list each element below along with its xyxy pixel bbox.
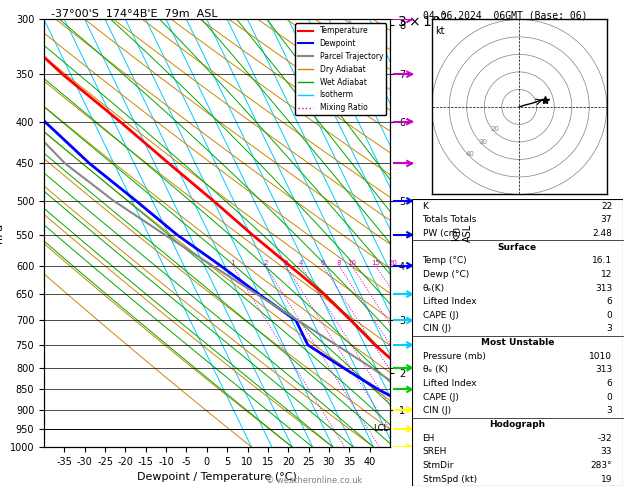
Text: 313: 313: [595, 365, 612, 374]
Text: 2: 2: [264, 260, 268, 266]
Text: 10: 10: [347, 260, 356, 266]
Text: 0: 0: [606, 393, 612, 402]
Text: CIN (J): CIN (J): [423, 406, 450, 416]
Text: PW (cm): PW (cm): [423, 229, 460, 238]
Text: Surface: Surface: [498, 243, 537, 252]
Text: -37°00'S  174°4B'E  79m  ASL: -37°00'S 174°4B'E 79m ASL: [44, 9, 218, 18]
Text: 12: 12: [601, 270, 612, 279]
Legend: Temperature, Dewpoint, Parcel Trajectory, Dry Adiabat, Wet Adiabat, Isotherm, Mi: Temperature, Dewpoint, Parcel Trajectory…: [295, 23, 386, 115]
Text: K: K: [423, 202, 428, 210]
Text: © weatheronline.co.uk: © weatheronline.co.uk: [266, 476, 363, 485]
Text: 3: 3: [284, 260, 288, 266]
Text: kt: kt: [435, 26, 445, 36]
Text: 6: 6: [606, 379, 612, 388]
Text: Pressure (mb): Pressure (mb): [423, 352, 486, 361]
X-axis label: Dewpoint / Temperature (°C): Dewpoint / Temperature (°C): [137, 472, 297, 483]
Text: -32: -32: [598, 434, 612, 443]
Text: 3: 3: [606, 406, 612, 416]
Text: EH: EH: [423, 434, 435, 443]
Text: θₑ (K): θₑ (K): [423, 365, 447, 374]
Text: Dewp (°C): Dewp (°C): [423, 270, 469, 279]
Text: 33: 33: [601, 448, 612, 456]
Text: 37: 37: [601, 215, 612, 224]
Text: Most Unstable: Most Unstable: [481, 338, 554, 347]
Text: 15: 15: [371, 260, 380, 266]
Text: 20: 20: [491, 126, 499, 132]
Text: StmSpd (kt): StmSpd (kt): [423, 475, 477, 484]
Text: 22: 22: [601, 202, 612, 210]
Text: StmDir: StmDir: [423, 461, 454, 470]
Text: 0: 0: [606, 311, 612, 320]
Text: 30: 30: [478, 139, 487, 145]
Text: SREH: SREH: [423, 448, 447, 456]
Text: Temp (°C): Temp (°C): [423, 256, 467, 265]
Text: 1: 1: [230, 260, 235, 266]
Text: 283°: 283°: [591, 461, 612, 470]
Text: θₑ(K): θₑ(K): [423, 283, 445, 293]
Text: 8: 8: [337, 260, 341, 266]
Text: Lifted Index: Lifted Index: [423, 297, 476, 306]
Text: CAPE (J): CAPE (J): [423, 311, 459, 320]
Text: 16.1: 16.1: [592, 256, 612, 265]
Text: 04.06.2024  06GMT (Base: 06): 04.06.2024 06GMT (Base: 06): [423, 11, 587, 21]
Y-axis label: hPa: hPa: [0, 223, 4, 243]
Text: 6: 6: [321, 260, 325, 266]
Text: Lifted Index: Lifted Index: [423, 379, 476, 388]
Text: 40: 40: [466, 151, 475, 157]
Text: 313: 313: [595, 283, 612, 293]
Text: 2.48: 2.48: [593, 229, 612, 238]
Text: Hodograph: Hodograph: [489, 420, 545, 429]
Text: CIN (J): CIN (J): [423, 325, 450, 333]
Text: Totals Totals: Totals Totals: [423, 215, 477, 224]
Text: 19: 19: [601, 475, 612, 484]
Text: 20: 20: [389, 260, 398, 266]
Text: 4: 4: [299, 260, 303, 266]
Text: 6: 6: [606, 297, 612, 306]
Text: 1010: 1010: [589, 352, 612, 361]
Text: LCL: LCL: [373, 424, 388, 434]
Text: 3: 3: [606, 325, 612, 333]
Y-axis label: km
ASL: km ASL: [451, 224, 473, 243]
Text: CAPE (J): CAPE (J): [423, 393, 459, 402]
